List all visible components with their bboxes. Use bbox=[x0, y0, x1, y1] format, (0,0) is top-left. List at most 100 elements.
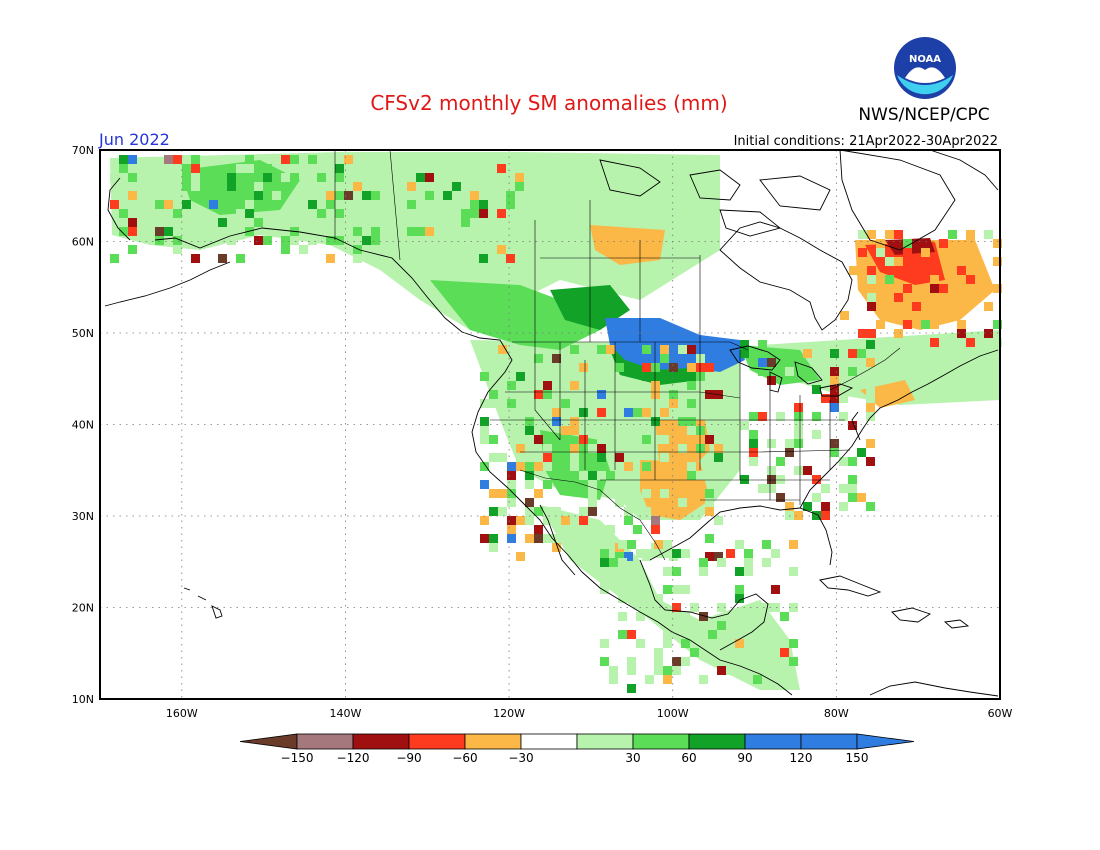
anomaly-cell bbox=[461, 209, 470, 218]
anomaly-cell bbox=[633, 408, 642, 417]
anomaly-cell bbox=[507, 498, 516, 507]
anomaly-cell bbox=[681, 639, 690, 648]
anomaly-cell bbox=[308, 155, 317, 164]
anomaly-cell bbox=[839, 502, 848, 511]
anomaly-cell bbox=[705, 435, 714, 444]
anomaly-cell bbox=[627, 630, 636, 639]
anomaly-cell bbox=[912, 311, 921, 320]
lon-tick-label: 60W bbox=[988, 707, 1013, 720]
anomaly-cell bbox=[762, 558, 771, 567]
anomaly-cell bbox=[615, 417, 624, 426]
anomaly-cell bbox=[744, 666, 753, 675]
anomaly-cell bbox=[624, 453, 633, 462]
anomaly-cell bbox=[957, 275, 966, 284]
anomaly-cell bbox=[642, 507, 651, 516]
anomaly-cell bbox=[687, 417, 696, 426]
anomaly-cell bbox=[717, 558, 726, 567]
anomaly-cell bbox=[876, 275, 885, 284]
anomaly-cell bbox=[534, 390, 543, 399]
anomaly-cell bbox=[821, 511, 830, 520]
anomaly-cell bbox=[660, 345, 669, 354]
anomaly-cell bbox=[744, 639, 753, 648]
anomaly-cell bbox=[182, 173, 191, 182]
anomaly-cell bbox=[687, 381, 696, 390]
anomaly-cell bbox=[794, 439, 803, 448]
anomaly-cell bbox=[966, 266, 975, 275]
anomaly-cell bbox=[696, 363, 705, 372]
anomaly-cell bbox=[705, 390, 714, 399]
anomaly-cell bbox=[848, 457, 857, 466]
anomaly-cell bbox=[885, 230, 894, 239]
anomaly-cell bbox=[452, 218, 461, 227]
anomaly-cell bbox=[480, 417, 489, 426]
anomaly-cell bbox=[780, 612, 789, 621]
anomaly-cell bbox=[717, 648, 726, 657]
anomaly-cell bbox=[753, 630, 762, 639]
anomaly-cell bbox=[830, 367, 839, 376]
anomaly-cell bbox=[654, 666, 663, 675]
anomaly-cell bbox=[744, 567, 753, 576]
anomaly-cell bbox=[740, 349, 749, 358]
anomaly-cell bbox=[480, 372, 489, 381]
anomaly-cell bbox=[570, 381, 579, 390]
anomaly-cell bbox=[507, 426, 516, 435]
anomaly-cell bbox=[867, 275, 876, 284]
anomaly-field bbox=[590, 225, 665, 265]
anomaly-cell bbox=[362, 227, 371, 236]
anomaly-cell bbox=[182, 182, 191, 191]
anomaly-cell bbox=[416, 227, 425, 236]
anomaly-cell bbox=[227, 236, 236, 245]
anomaly-cell bbox=[425, 191, 434, 200]
anomaly-cell bbox=[209, 200, 218, 209]
anomaly-cell bbox=[600, 639, 609, 648]
anomaly-cell bbox=[939, 239, 948, 248]
colorbar-arrow-high bbox=[856, 733, 915, 750]
anomaly-cell bbox=[615, 552, 624, 561]
anomaly-cell bbox=[776, 412, 785, 421]
anomaly-cell bbox=[749, 439, 758, 448]
lat-tick-label: 30N bbox=[72, 510, 94, 523]
anomaly-cell bbox=[794, 466, 803, 475]
anomaly-cell bbox=[254, 182, 263, 191]
anomaly-cell bbox=[876, 248, 885, 257]
anomaly-cell bbox=[696, 372, 705, 381]
anomaly-cell bbox=[317, 182, 326, 191]
anomaly-cell bbox=[525, 417, 534, 426]
anomaly-cell bbox=[516, 552, 525, 561]
anomaly-cell bbox=[561, 363, 570, 372]
anomaly-cell bbox=[173, 155, 182, 164]
anomaly-cell bbox=[714, 552, 723, 561]
anomaly-cell bbox=[708, 630, 717, 639]
anomaly-cell bbox=[615, 489, 624, 498]
anomaly-cell bbox=[588, 372, 597, 381]
anomaly-cell bbox=[579, 516, 588, 525]
anomaly-cell bbox=[966, 230, 975, 239]
anomaly-cell bbox=[678, 345, 687, 354]
anomaly-cell bbox=[543, 381, 552, 390]
anomaly-cell bbox=[812, 493, 821, 502]
anomaly-cell bbox=[930, 320, 939, 329]
anomaly-cell bbox=[654, 540, 663, 549]
anomaly-cell bbox=[552, 417, 561, 426]
anomaly-cell bbox=[993, 239, 1002, 248]
anomaly-cell bbox=[597, 435, 606, 444]
anomaly-cell bbox=[660, 462, 669, 471]
anomaly-cell bbox=[218, 254, 227, 263]
anomaly-cell bbox=[597, 471, 606, 480]
anomaly-cell bbox=[173, 245, 182, 254]
anomaly-cell bbox=[785, 439, 794, 448]
anomaly-cell bbox=[600, 657, 609, 666]
anomaly-cell bbox=[480, 516, 489, 525]
anomaly-cell bbox=[308, 227, 317, 236]
anomaly-cell bbox=[912, 302, 921, 311]
anomaly-cell bbox=[687, 363, 696, 372]
anomaly-cell bbox=[678, 444, 687, 453]
anomaly-cell bbox=[866, 394, 875, 403]
anomaly-cell bbox=[263, 236, 272, 245]
anomaly-cell bbox=[606, 345, 615, 354]
anomaly-cell bbox=[618, 558, 627, 567]
anomaly-cell bbox=[543, 480, 552, 489]
anomaly-cell bbox=[771, 630, 780, 639]
anomaly-cell bbox=[794, 430, 803, 439]
anomaly-cell bbox=[389, 164, 398, 173]
